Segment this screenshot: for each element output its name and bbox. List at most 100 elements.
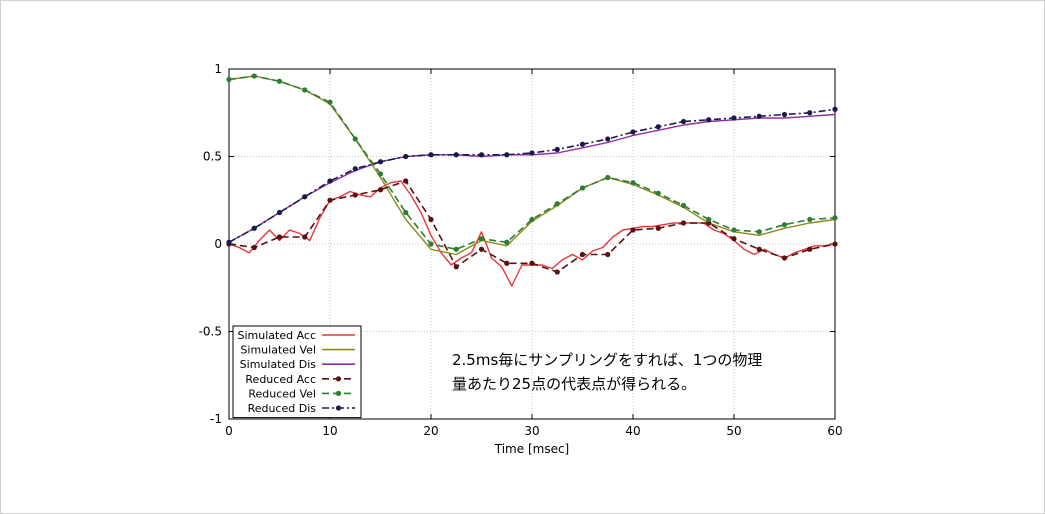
data-point xyxy=(655,124,661,130)
data-point xyxy=(453,246,459,252)
data-point xyxy=(453,152,459,158)
data-point xyxy=(276,234,283,240)
data-point xyxy=(529,150,535,156)
data-point xyxy=(428,216,434,223)
annotation: 2.5ms毎にサンプリングをすれば、1つの物理 量あたり25点の代表点が得られる… xyxy=(452,348,762,396)
legend-label: Reduced Acc xyxy=(245,373,316,386)
data-point xyxy=(781,222,788,228)
legend-label: Reduced Dis xyxy=(248,402,317,415)
data-point xyxy=(428,241,434,247)
y-tick-label: 0.5 xyxy=(203,150,222,164)
data-point xyxy=(251,225,257,231)
data-point xyxy=(731,236,737,242)
x-tick-label: 60 xyxy=(827,424,842,438)
data-point xyxy=(327,99,333,105)
data-point xyxy=(504,260,510,266)
data-point xyxy=(478,246,485,252)
data-point xyxy=(302,234,308,240)
series-reduced-dis xyxy=(226,106,838,245)
data-point xyxy=(706,117,712,123)
legend-marker xyxy=(335,390,342,396)
x-tick-label: 10 xyxy=(322,424,337,438)
data-point xyxy=(756,113,762,119)
data-point xyxy=(403,209,409,216)
data-point xyxy=(630,129,636,135)
data-point xyxy=(226,239,232,245)
data-point xyxy=(529,260,535,266)
data-point xyxy=(554,269,560,275)
x-axis-label: Time [msec] xyxy=(494,442,569,456)
data-point xyxy=(226,76,232,83)
data-point xyxy=(352,136,358,142)
data-point xyxy=(807,216,813,223)
data-point xyxy=(428,152,434,158)
data-point xyxy=(276,209,283,216)
series-reduced-acc xyxy=(226,178,838,275)
y-tick-label: -0.5 xyxy=(199,325,222,339)
data-point xyxy=(352,166,358,172)
data-point xyxy=(680,220,687,226)
y-tick-label: -1 xyxy=(210,412,222,426)
data-point xyxy=(731,115,737,121)
data-point xyxy=(579,185,586,191)
annotation-line-2: 量あたり25点の代表点が得られる。 xyxy=(452,375,697,393)
data-point xyxy=(807,110,813,116)
x-tick-label: 0 xyxy=(225,424,233,438)
data-point xyxy=(504,239,510,245)
data-point xyxy=(680,118,687,125)
series-line-simulated-dis xyxy=(228,113,836,243)
legend-label: Simulated Acc xyxy=(237,329,316,342)
data-point xyxy=(832,241,838,247)
data-point xyxy=(605,251,611,258)
data-point xyxy=(403,153,409,160)
series-group xyxy=(226,73,838,287)
data-point xyxy=(605,174,611,181)
data-point xyxy=(352,192,358,198)
data-point xyxy=(251,244,257,251)
axis-ticks: 0 10 20 30 40 50 60 1 0.5 0 -0.5 -1 xyxy=(199,62,843,438)
data-point xyxy=(655,225,661,231)
data-point xyxy=(554,146,560,153)
data-point xyxy=(302,194,308,200)
legend-box xyxy=(232,325,362,419)
legend-label: Simulated Vel xyxy=(240,344,316,357)
data-point xyxy=(453,264,459,270)
data-point xyxy=(630,227,636,233)
data-point xyxy=(655,190,661,196)
data-point xyxy=(327,178,333,184)
y-tick-label: 1 xyxy=(214,62,222,76)
data-point xyxy=(554,201,560,207)
legend-marker xyxy=(335,376,342,382)
data-point xyxy=(832,106,838,112)
data-point xyxy=(504,152,510,158)
legend-marker xyxy=(335,405,342,411)
data-point xyxy=(579,141,586,147)
data-point xyxy=(403,178,409,184)
x-tick-label: 40 xyxy=(625,424,640,438)
y-tick-label: 0 xyxy=(214,237,222,251)
annotation-line-1: 2.5ms毎にサンプリングをすれば、1つの物理 xyxy=(452,351,763,369)
data-point xyxy=(781,255,788,261)
data-point xyxy=(478,236,485,242)
data-point xyxy=(680,202,687,209)
data-point xyxy=(276,78,283,84)
data-point xyxy=(251,73,257,79)
series-simulated-dis xyxy=(228,113,836,243)
data-point xyxy=(529,216,535,223)
x-tick-label: 20 xyxy=(423,424,438,438)
data-point xyxy=(302,87,308,93)
data-point xyxy=(579,251,586,258)
data-point xyxy=(706,216,712,223)
data-point xyxy=(756,246,762,252)
data-point xyxy=(478,152,485,158)
legend-label: Reduced Vel xyxy=(248,387,316,400)
x-tick-label: 30 xyxy=(524,424,539,438)
data-point xyxy=(327,197,333,203)
data-point xyxy=(605,136,611,142)
data-point xyxy=(377,171,384,177)
data-point xyxy=(756,229,762,235)
data-point xyxy=(630,180,636,186)
